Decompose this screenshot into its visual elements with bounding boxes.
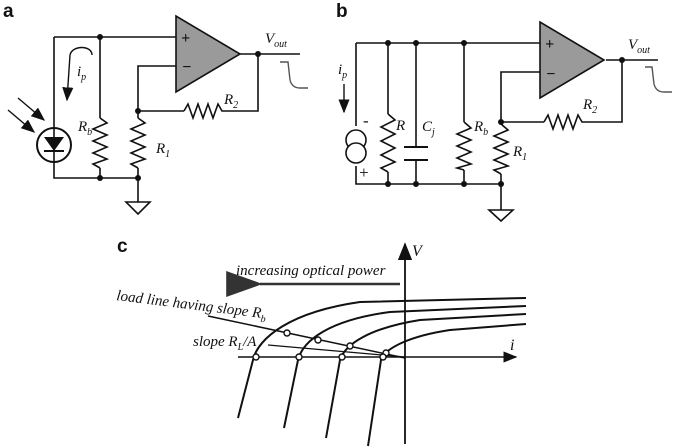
panel-b-r2-label: R2	[582, 97, 597, 116]
panel-b-ground-icon	[486, 206, 516, 223]
panel-a-r2-resistor	[183, 101, 224, 121]
panel-b-junctions	[385, 40, 625, 187]
panel-a-label: a	[3, 1, 14, 22]
panel-c-load-line-label: load line having slope Rb	[115, 288, 267, 325]
panel-a-rb-resistor	[90, 117, 110, 169]
panel-a-r1-label: R1	[155, 141, 170, 160]
panel-b-source-minus: -	[363, 111, 369, 130]
panel-b-rb-label: Rb	[473, 119, 488, 138]
panel-b-vout-label: Vout	[628, 37, 650, 56]
panel-c-i-axis-label: i	[510, 337, 514, 354]
panel-c-iv-curves	[237, 297, 527, 447]
panel-b-minus-icon: −	[546, 66, 556, 83]
panel-a-current-loop-icon	[62, 46, 93, 102]
panel-b: b - + ip R Cj Rb R1 R2	[336, 1, 672, 223]
panel-a: a ip Rb R1 R2 +	[3, 1, 308, 216]
panel-a-r2-label: R2	[223, 92, 238, 111]
panel-a-plus-icon: +	[181, 30, 190, 47]
panel-b-current-source-icon	[345, 129, 367, 164]
panel-a-vout-label: Vout	[265, 31, 287, 50]
panel-c: c V i increasing optical power	[115, 236, 527, 447]
panel-b-r-resistor	[379, 113, 397, 173]
panel-c-label: c	[117, 236, 128, 257]
panel-b-cj-label: Cj	[422, 119, 435, 138]
photodiode-icon	[36, 127, 72, 163]
panel-a-r1-resistor	[128, 117, 148, 169]
panel-b-output-pulse-icon	[645, 66, 672, 93]
panel-c-operating-points	[252, 329, 390, 361]
panel-a-output-pulse-icon	[280, 61, 308, 89]
panel-b-opamp: + −	[539, 20, 606, 100]
panel-b-rb-resistor	[454, 121, 474, 171]
panel-c-slope-label: slope RL/A	[193, 334, 257, 353]
panel-b-cj-capacitor	[404, 146, 428, 161]
panel-a-junctions	[97, 34, 261, 181]
panel-b-label: b	[336, 1, 348, 22]
panel-a-ip-label: ip	[77, 64, 86, 83]
panel-b-r2-resistor	[543, 112, 588, 132]
panel-b-plus-icon: +	[545, 36, 554, 53]
panel-c-arrow-text: increasing optical power	[236, 263, 386, 279]
panel-b-r1-label: R1	[512, 144, 527, 163]
panel-c-load-line	[207, 315, 406, 359]
panel-a-ground-icon	[124, 196, 152, 216]
panel-a-minus-icon: −	[182, 59, 192, 76]
panel-a-light-arrows-icon	[7, 97, 46, 133]
panel-b-ip-label: ip	[338, 62, 347, 81]
panel-a-rb-label: Rb	[77, 119, 92, 138]
panel-b-source-plus: +	[358, 163, 369, 182]
panel-a-opamp: + −	[175, 14, 242, 94]
panel-c-v-axis-label: V	[412, 243, 424, 260]
panel-b-r-label: R	[395, 118, 405, 134]
panel-b-r1-resistor	[491, 123, 511, 175]
